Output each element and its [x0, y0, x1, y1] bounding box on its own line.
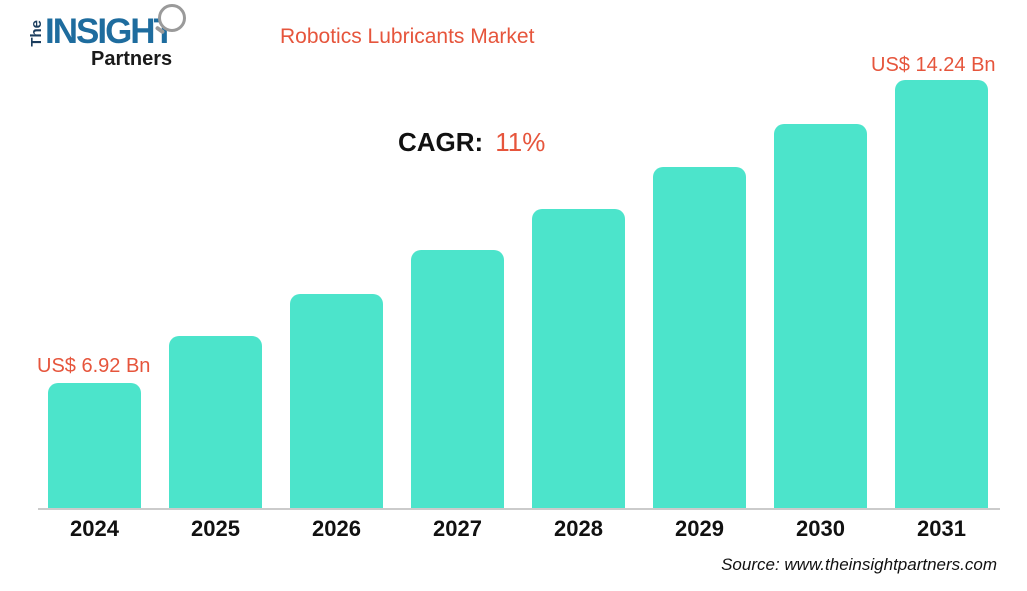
x-tick-2024: 2024 — [70, 516, 119, 541]
chart-title: Robotics Lubricants Market — [280, 25, 535, 48]
x-tick-2028: 2028 — [554, 516, 603, 541]
bar-2024 — [48, 383, 141, 509]
x-tick-2030: 2030 — [796, 516, 845, 541]
x-tick-2026: 2026 — [312, 516, 361, 541]
logo-insight-text: INSIGHT — [45, 12, 175, 51]
cagr-value: 11% — [495, 127, 546, 157]
bar-2031 — [895, 80, 988, 509]
bar-2030 — [774, 124, 867, 509]
bar-2027 — [411, 250, 504, 509]
x-axis-line — [38, 508, 1000, 510]
cagr-annotation: CAGR: 11% — [398, 127, 545, 158]
x-tick-2029: 2029 — [675, 516, 724, 541]
value-label-2031: US$ 14.24 Bn — [871, 54, 996, 76]
cagr-label: CAGR: — [398, 127, 484, 157]
bar-2029 — [653, 167, 746, 509]
bar-2026 — [290, 294, 383, 509]
x-tick-2031: 2031 — [917, 516, 966, 541]
insight-partners-logo: The INSIGHT Partners — [28, 4, 198, 74]
logo-the-text: The — [28, 20, 45, 47]
magnifier-icon — [158, 4, 186, 32]
source-text: Source: www.theinsightpartners.com — [721, 555, 997, 574]
x-tick-2025: 2025 — [191, 516, 240, 541]
x-tick-2027: 2027 — [433, 516, 482, 541]
value-label-2024: US$ 6.92 Bn — [37, 355, 151, 377]
bar-2028 — [532, 209, 625, 509]
logo-partners-text: Partners — [91, 48, 173, 70]
bar-2025 — [169, 336, 262, 509]
